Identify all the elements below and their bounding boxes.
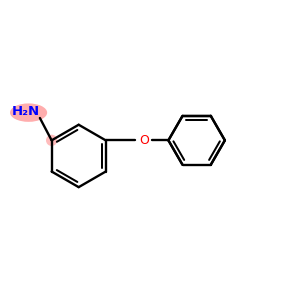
Ellipse shape [10, 103, 47, 122]
Ellipse shape [46, 135, 57, 146]
Text: O: O [139, 134, 149, 147]
Text: H₂N: H₂N [12, 105, 40, 118]
